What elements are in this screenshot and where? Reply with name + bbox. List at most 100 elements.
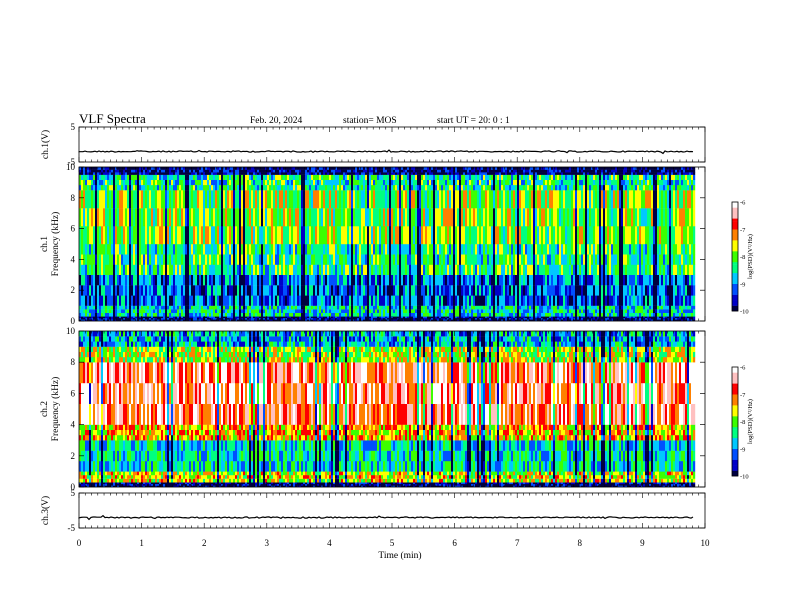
ch1-spec-cell <box>443 208 446 227</box>
ch1-spec-cell <box>285 317 288 320</box>
ch1-spec-cell <box>173 167 176 170</box>
ch1-spec-cell <box>505 167 508 170</box>
ch1-spec-cell <box>239 285 242 296</box>
ch1-spec-cell <box>439 254 442 265</box>
ch1-spec-cell <box>265 285 268 296</box>
ch1-spec-cell <box>169 169 172 173</box>
ch1-spec-cell <box>153 185 156 191</box>
ch1-spec-cell <box>529 317 532 320</box>
ch1-spec-cell <box>299 316 302 319</box>
ch1-spec-cell <box>389 317 392 320</box>
ch1-spec-cell <box>449 285 452 296</box>
ch1-spec-cell <box>119 264 122 275</box>
ch1-spec-cell <box>407 274 410 286</box>
ch1-spec-cell <box>527 185 530 191</box>
ch1-spec-cell <box>477 254 480 265</box>
ch1-spec-cell <box>417 179 420 186</box>
ch1-spec-cell <box>519 305 522 310</box>
ch1-spec-cell <box>311 179 314 186</box>
ch1-spec-cell <box>479 179 482 186</box>
ch1-spec-cell <box>105 309 108 313</box>
ch1-spec-cell <box>203 179 206 186</box>
ch1-spec-cell <box>381 254 384 265</box>
ch1-spec-cell <box>361 317 364 320</box>
ch1-spec-cell <box>461 254 464 265</box>
ch1-spec-cell <box>295 312 298 317</box>
ch1-spec-cell <box>467 316 470 319</box>
ch1-spec-cell <box>197 172 200 175</box>
ch1-spec-cell <box>289 319 292 322</box>
ch1-spec-cell <box>179 285 182 296</box>
ch1-spec-cell <box>373 167 376 170</box>
ch1-spec-cell <box>487 285 490 296</box>
ch1-spec-cell <box>499 179 502 186</box>
ch1-spec-cell <box>329 169 332 173</box>
ch1-spec-cell <box>135 226 138 245</box>
ch1-spec-cell <box>353 254 356 265</box>
ch1-spec-cell <box>151 174 154 180</box>
ch1-spec-cell <box>193 190 196 209</box>
ch1-spec-cell <box>167 179 170 186</box>
ch1-spec-cell <box>247 295 250 306</box>
ch1-spec-cell <box>431 305 434 310</box>
ch1-spec-cell <box>299 179 302 186</box>
ch1-spec-cell <box>325 169 328 173</box>
ch1-spec-cell <box>335 244 338 255</box>
ch1-spec-cell <box>139 264 142 275</box>
ch1-spec-cell <box>191 226 194 245</box>
ch1-spec-cell <box>301 295 304 306</box>
ch1-spec-cell <box>219 185 222 191</box>
ch1-spec-cell <box>243 295 246 306</box>
ch1-spec-cell <box>531 172 534 175</box>
ch1-spec-cell <box>173 309 176 313</box>
ch1-spec-cell <box>293 169 296 173</box>
ch1-spec-cell <box>91 172 94 175</box>
ch1-spec-cell <box>319 295 322 306</box>
ch1-spec-cell <box>299 285 302 296</box>
ch1-spec-cell <box>317 172 320 175</box>
ch1-spec-cell <box>145 208 148 227</box>
ch1-spec-cell <box>139 305 142 310</box>
ch1-spec-cell <box>367 274 370 286</box>
ch1-spec-cell <box>425 312 428 317</box>
ch1-spec-cell <box>267 226 270 245</box>
ch1-spec-cell <box>467 190 470 209</box>
ch1-spec-cell <box>403 226 406 245</box>
ch1-spec-cell <box>245 295 248 306</box>
ch1-spec-cell <box>299 185 302 191</box>
ch1-spec-cell <box>183 169 186 173</box>
ch1-spec-cell <box>183 319 186 322</box>
ch1-spec-cell <box>253 226 256 245</box>
ch1-spec-cell <box>449 295 452 306</box>
ch1-spec-cell <box>261 179 264 186</box>
ch1-spec-cell <box>457 274 460 286</box>
ch1-spec-cell <box>385 208 388 227</box>
ch1-spec-cell <box>189 312 192 317</box>
ch1-spec-cell <box>341 274 344 286</box>
ch1-spec-cell <box>329 226 332 245</box>
ch1-spec-cell <box>479 312 482 317</box>
ch1-spec-cell <box>105 305 108 310</box>
ch1-spec-cell <box>95 179 98 186</box>
ch1-spec-cell <box>515 295 518 306</box>
ch1-spec-cell <box>177 254 180 265</box>
ch1-spec-cell <box>217 190 220 209</box>
ch1-spec-cell <box>147 244 150 255</box>
ch1-spec-cell <box>205 174 208 180</box>
ch1-spec-cell <box>309 317 312 320</box>
ch1-spec-cell <box>481 309 484 313</box>
ch1-spec-cell <box>345 172 348 175</box>
ch1-spec-cell <box>259 226 262 245</box>
ch1-spec-cell <box>175 167 178 170</box>
ch1-spec-cell <box>183 305 186 310</box>
ch1-spec-cell <box>513 305 516 310</box>
ch1-spec-cell <box>211 167 214 170</box>
ch1-spec-cell <box>371 179 374 186</box>
ch1-spec-cell <box>291 285 294 296</box>
ch1-spec-cell <box>127 179 130 186</box>
ch1-spec-cell <box>145 264 148 275</box>
ch1-spec-cell <box>317 295 320 306</box>
ch1-spec-cell <box>113 295 116 306</box>
ch1-spec-cell <box>399 316 402 319</box>
ch1-spec-cell <box>483 208 486 227</box>
